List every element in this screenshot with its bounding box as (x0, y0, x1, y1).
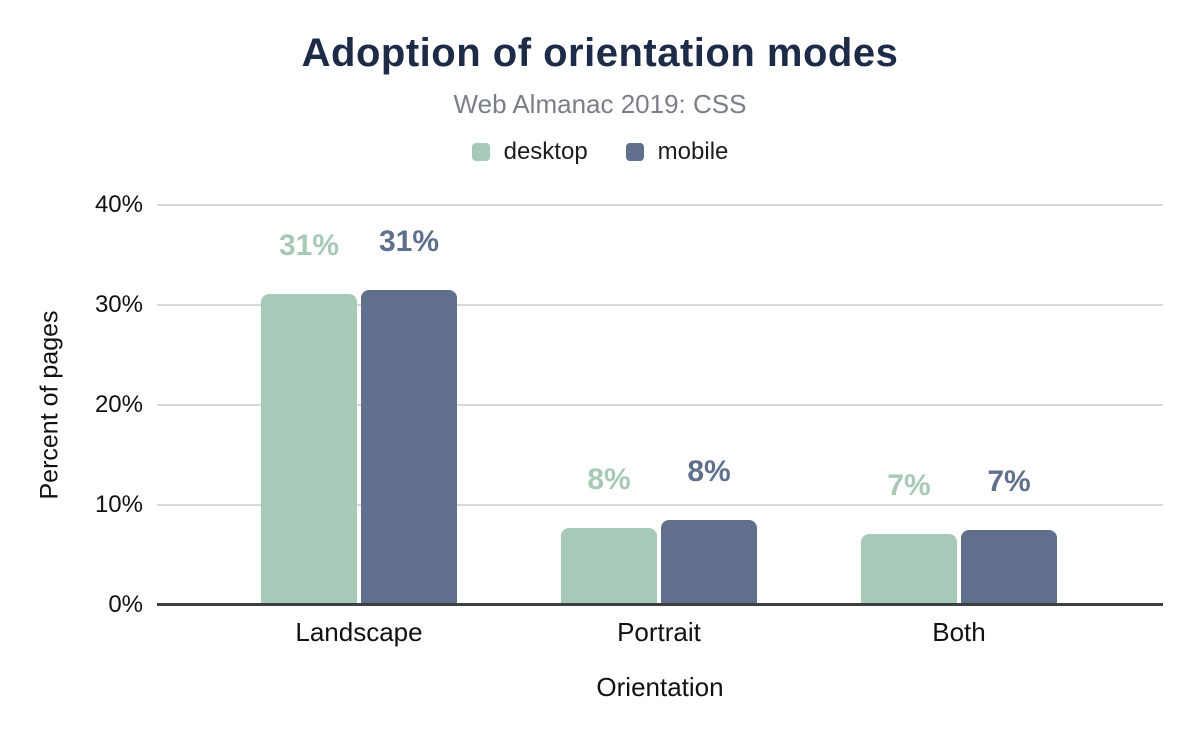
gridline-30 (157, 304, 1163, 306)
bar-label-desktop-landscape: 31% (278, 229, 340, 262)
y-tick-label-10: 10% (94, 491, 143, 518)
category-label-landscape: Landscape (295, 617, 423, 647)
legend-label-desktop: desktop (503, 138, 588, 165)
bar-mobile-both (961, 530, 1057, 604)
y-tick-label-30: 30% (94, 291, 143, 318)
gridline-40 (157, 204, 1163, 206)
bar-label-mobile-portrait: 8% (687, 455, 731, 488)
gridline-20 (157, 404, 1163, 406)
chart-subtitle: Web Almanac 2019: CSS (453, 89, 747, 119)
desktop-swatch (471, 143, 490, 161)
legend-item-mobile: mobile (625, 138, 729, 166)
category-label-portrait: Portrait (617, 617, 701, 647)
bar-label-desktop-both: 7% (887, 469, 931, 502)
y-tick-label-40: 40% (94, 191, 143, 218)
bar-desktop-portrait (561, 528, 657, 604)
y-tick-label-0: 0% (108, 591, 143, 618)
mobile-swatch (625, 143, 644, 161)
bar-desktop-both (861, 534, 957, 604)
plot-area: 0% 10% 20% 30% 40% 31% 31% Landscape 8% 8% Portrai… (95, 191, 1163, 647)
legend-item-desktop: desktop (471, 138, 588, 166)
bar-label-mobile-landscape: 31% (378, 225, 440, 258)
bar-mobile-landscape (361, 290, 457, 604)
x-axis-title: Orientation (596, 672, 724, 702)
bar-label-mobile-both: 7% (987, 465, 1031, 498)
x-axis-line (157, 603, 1163, 606)
legend: desktop mobile (0, 138, 1200, 166)
bar-label-desktop-portrait: 8% (587, 463, 631, 496)
gridline-10 (157, 504, 1163, 506)
bar-mobile-portrait (661, 520, 757, 604)
legend-label-mobile: mobile (657, 138, 729, 165)
category-label-both: Both (932, 617, 986, 647)
bar-desktop-landscape (261, 294, 357, 604)
y-tick-label-20: 20% (94, 391, 143, 418)
chart-title: Adoption of orientation modes (301, 31, 899, 75)
